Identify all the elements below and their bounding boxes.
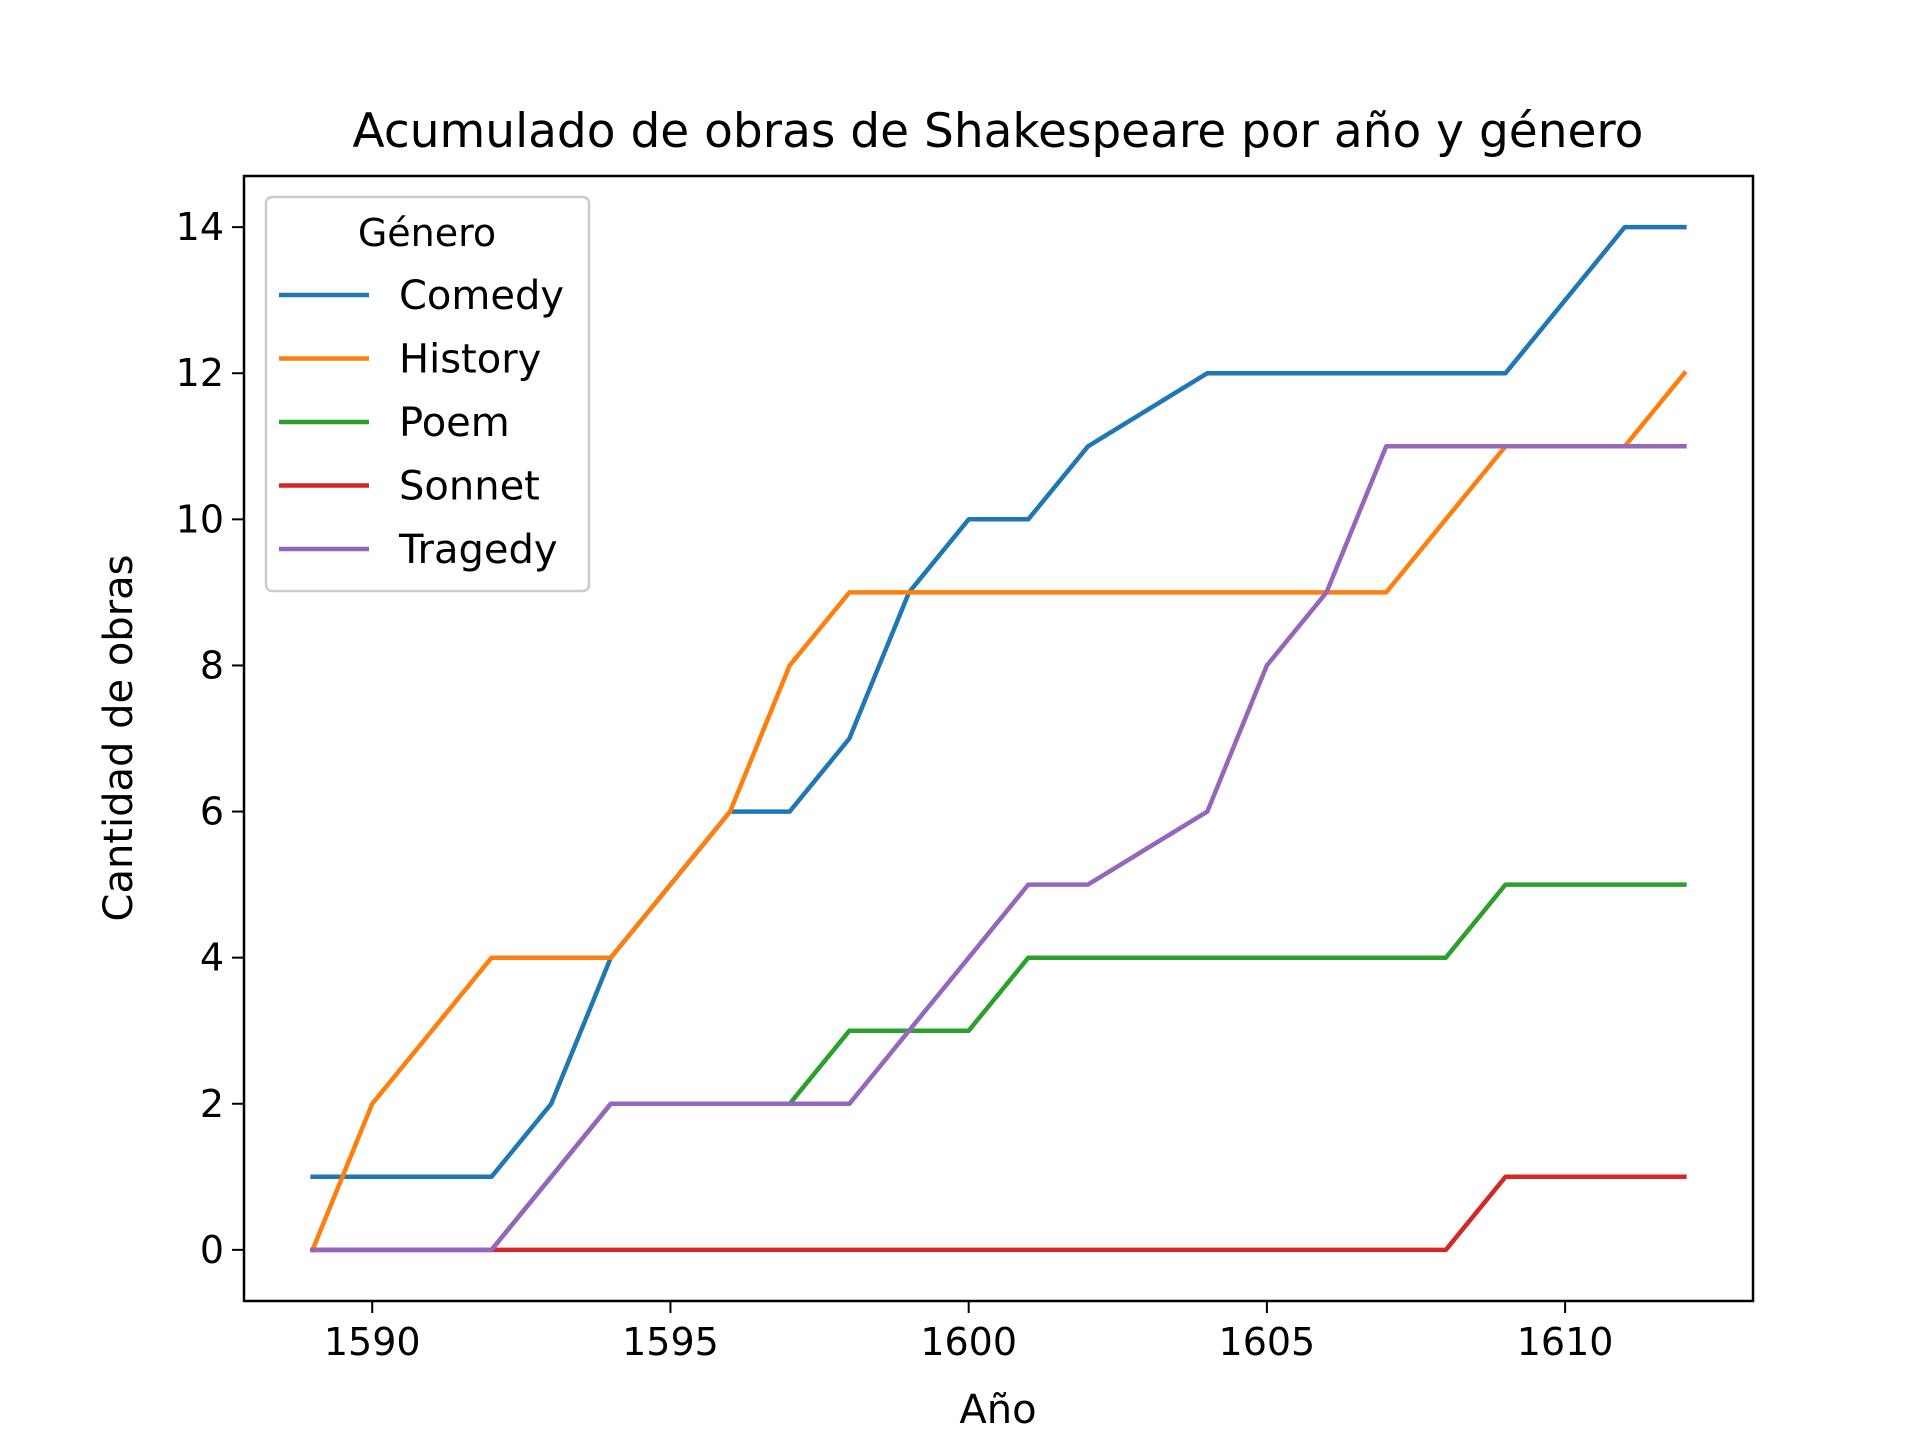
y-tick-label: 10	[176, 497, 224, 541]
x-tick-label: 1605	[1219, 1320, 1316, 1364]
legend-title: Género	[358, 211, 496, 255]
y-tick-label: 6	[200, 790, 224, 834]
y-axis-label: Cantidad de obras	[96, 555, 142, 922]
series-line-comedy	[310, 224, 1687, 1180]
series-line-sonnet	[310, 1174, 1687, 1253]
series-line-history	[309, 370, 1688, 1253]
series-line-poem	[310, 882, 1687, 1253]
chart-title: Acumulado de obras de Shakespeare por añ…	[353, 104, 1644, 159]
legend-label-history: History	[399, 337, 541, 383]
y-tick-label: 0	[200, 1228, 224, 1272]
y-tick-label: 12	[176, 351, 224, 395]
y-tick-label: 4	[200, 936, 224, 980]
x-tick-label: 1590	[324, 1320, 421, 1364]
legend-label-sonnet: Sonnet	[399, 464, 540, 510]
y-tick-label: 2	[200, 1082, 224, 1126]
legend-label-poem: Poem	[399, 400, 510, 446]
legend: Género Comedy History Poem Sonnet Tragedy	[264, 195, 591, 593]
legend-label-comedy: Comedy	[399, 273, 564, 319]
plot-frame	[242, 174, 1755, 1303]
x-tick-label: 1600	[920, 1320, 1017, 1364]
x-tick-label: 1610	[1517, 1320, 1614, 1364]
x-axis-label: Año	[959, 1387, 1036, 1433]
series-line-tragedy	[310, 444, 1687, 1253]
y-tick-label: 8	[200, 643, 224, 687]
y-tick-label: 14	[176, 205, 224, 249]
legend-label-tragedy: Tragedy	[398, 527, 558, 573]
x-tick-label: 1595	[622, 1320, 719, 1364]
